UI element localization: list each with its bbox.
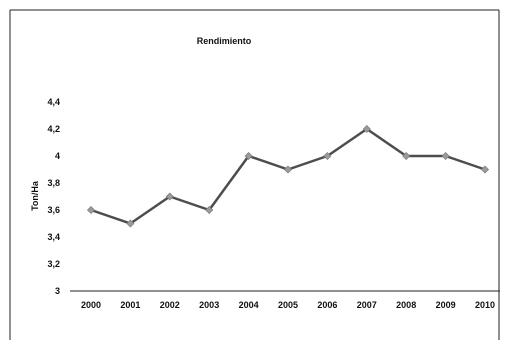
y-tick-label: 4,4 (47, 97, 60, 107)
y-tick-label: 3,6 (47, 205, 60, 215)
y-axis-label: Ton/Ha (30, 180, 40, 211)
y-tick-label: 3,4 (47, 232, 60, 242)
x-tick-label: 2005 (278, 300, 298, 310)
y-tick-labels: 3 3,2 3,4 3,6 3,8 4 4,2 4,4 (47, 97, 60, 296)
x-tick-label: 2007 (357, 300, 377, 310)
y-tick-label: 3,2 (47, 259, 60, 269)
data-point (362, 124, 371, 134)
y-tick-label: 4,2 (47, 124, 60, 134)
x-tick-label: 2004 (239, 300, 259, 310)
data-point (402, 151, 411, 161)
data-point (244, 151, 253, 161)
y-tick-label: 3,8 (47, 178, 60, 188)
data-point (86, 205, 96, 215)
series-group (86, 124, 490, 228)
x-tick-label: 2003 (199, 300, 219, 310)
data-point (205, 205, 214, 215)
x-tick-label: 2001 (120, 300, 140, 310)
x-tick-label: 2010 (475, 300, 495, 310)
data-point (283, 165, 293, 174)
x-tick-label: 2009 (436, 300, 456, 310)
x-tick-label: 2000 (81, 300, 101, 310)
data-point (126, 219, 135, 228)
data-point (441, 151, 450, 161)
x-tick-label: 2008 (396, 300, 416, 310)
x-tick-labels: 2000 2001 2002 2003 2004 2005 2006 2007 2008 2009… (81, 300, 495, 310)
data-point (165, 192, 174, 201)
data-point (480, 165, 490, 174)
y-tick-label: 3 (55, 286, 60, 296)
chart-title: Rendimiento (197, 36, 252, 46)
y-tick-label: 4 (55, 151, 60, 161)
x-tick-label: 2002 (160, 300, 180, 310)
data-point (323, 151, 332, 161)
x-tick-label: 2006 (317, 300, 337, 310)
series-line (90, 127, 486, 225)
